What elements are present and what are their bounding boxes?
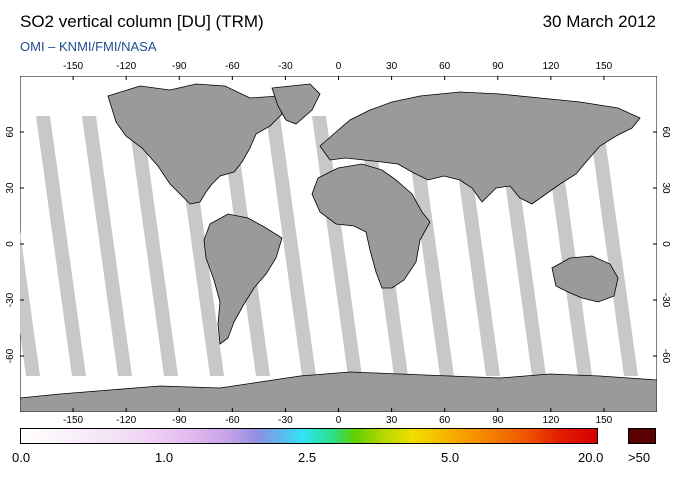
colorbar-label-4: 20.0 [578,450,604,465]
lat-label-right: 30 [660,182,671,194]
lat-label-right: 0 [660,241,671,247]
lon-label-bottom: 90 [492,415,504,426]
lon-label-bottom: -90 [172,415,187,426]
grid-ticks [20,76,657,412]
lon-label-top: 0 [335,61,342,72]
lon-label-bottom: 30 [386,415,398,426]
swath-gap-band [404,116,454,376]
greenland [271,83,321,125]
colorbar-label-3: 5.0 [441,450,460,465]
lon-label-bottom: 150 [595,415,613,426]
australia [551,255,619,303]
lon-label-bottom: 0 [335,415,342,426]
colorbar-overflow-label: >50 [628,450,651,465]
landmasses [20,83,657,412]
lon-label-top: -150 [63,61,84,72]
swath-gap-band [82,116,132,376]
lon-label-top: 30 [386,61,398,72]
lat-label-right: 60 [660,126,671,138]
lat-label-left: 60 [5,126,16,138]
lon-label-top: -60 [225,61,240,72]
lon-label-bottom: -150 [63,415,84,426]
north-america [107,83,283,205]
lon-label-top: 60 [439,61,451,72]
map-title: SO2 vertical column [DU] (TRM) [20,12,264,31]
lat-label-left: 0 [5,241,16,247]
colorbar-label-2: 2.5 [298,450,317,465]
antarctica [20,371,657,412]
so2-map [20,76,657,412]
colorbar-label-0: 0.0 [12,450,31,465]
africa [311,163,431,289]
lon-label-top: -30 [278,61,293,72]
swath-gap-band [128,116,178,376]
swath-gap-band [588,116,638,376]
lon-label-top: -90 [172,61,187,72]
lon-label-bottom: -60 [225,415,240,426]
swath-gap-band [36,116,86,376]
lat-label-right: -30 [660,292,671,308]
swath-gap-band [266,116,316,376]
lon-label-bottom: 120 [542,415,560,426]
lon-label-top: 150 [595,61,613,72]
map-subtitle: OMI – KNMI/FMI/NASA [20,39,157,54]
colorbar-label-1: 1.0 [155,450,174,465]
lat-label-left: -30 [5,292,16,308]
lon-label-bottom: -30 [278,415,293,426]
map-date: 30 March 2012 [542,12,656,31]
colorbar-overflow-box [628,428,656,444]
south-america [203,213,283,345]
lat-label-left: 30 [5,182,16,194]
eurasia [319,91,641,205]
lat-label-left: -60 [5,348,16,364]
lon-label-top: 90 [492,61,504,72]
lon-label-bottom: 60 [439,415,451,426]
lon-label-bottom: -120 [116,415,137,426]
lon-label-top: 120 [542,61,560,72]
lon-label-top: -120 [116,61,137,72]
lat-label-right: -60 [660,348,671,364]
colorbar [20,428,598,444]
